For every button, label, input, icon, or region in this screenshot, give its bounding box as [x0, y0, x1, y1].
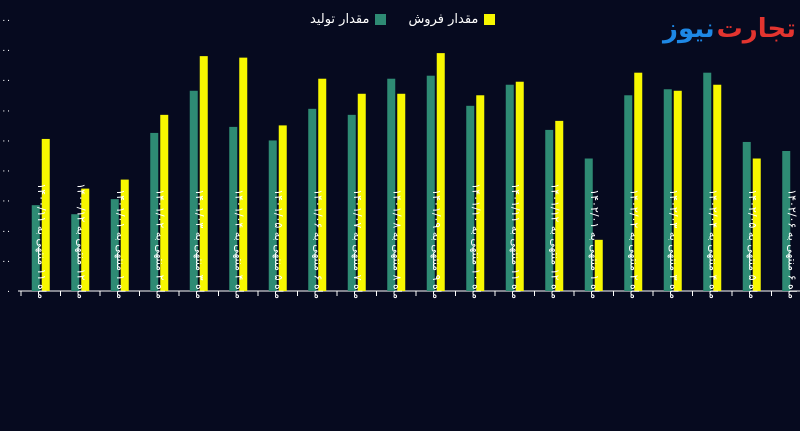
bar-sales [634, 72, 643, 291]
legend-swatch-sales [484, 14, 496, 25]
x-tick-label: ماه ۷ منتهی به ۱۴۰۱/۰۷ [351, 189, 364, 299]
bar-sales [673, 90, 682, 291]
x-tick-label: ماه ۱۱ منتهی به ۱۴۰۱/۱۱ [509, 183, 522, 299]
x-tick-label: ماه ۱۲ منتهی به ۱۴۰۱/۱۲ [548, 183, 561, 299]
bar-production [31, 205, 40, 291]
y-tick-label: ۰ [6, 287, 11, 297]
y-tick-label: ۰۰ [1, 197, 11, 207]
bar-production [584, 158, 593, 291]
bar-production [229, 126, 238, 292]
bar-production [624, 95, 633, 292]
x-tick-label: ماه ۹ منتهی به ۱۴۰۱/۰۹ [430, 189, 443, 299]
bar-sales [199, 56, 208, 292]
bar-production [505, 84, 514, 291]
logo-part-2: نیوز [662, 14, 715, 44]
bar-sales [41, 138, 50, 291]
legend-item-production: مقدار تولید [310, 12, 387, 27]
bar-sales [515, 81, 524, 291]
bar-sales [555, 120, 564, 291]
y-tick-label: ۰۰ [1, 227, 11, 237]
bar-production [150, 132, 159, 291]
bar-sales [239, 57, 248, 292]
bar-production [742, 141, 751, 291]
y-tick-label: ۰۰ [1, 136, 11, 146]
bar-sales [160, 114, 169, 291]
bar-sales [752, 158, 761, 291]
bar-production [663, 89, 672, 291]
bar-production [189, 90, 198, 291]
legend-item-sales: مقدار فروش [408, 12, 496, 27]
bar-production [782, 150, 791, 291]
bar-production [71, 214, 80, 291]
x-tick-label: ماه ۱ منتهی به ۱۴۰۲/۰۱ [588, 189, 601, 299]
bar-production [110, 199, 119, 291]
x-tick-label: ماه ۱۰ منتهی به ۱۴۰۱/۱۰ [469, 183, 482, 299]
bar-sales [81, 188, 90, 291]
x-tick-label: ماه ۱۲ منتهی به ۱۴۰۰/۱۲ [74, 183, 87, 299]
bar-production [387, 78, 396, 291]
bar-sales [436, 53, 445, 291]
x-tick-label: ماه ۱۱ منتهی به ۱۴۰۰/۱۱ [35, 183, 48, 299]
x-tick-label: ماه ۲ منتهی به ۱۴۰۱/۰۲ [153, 189, 166, 299]
bar-production [426, 75, 435, 291]
x-tick-label: ماه ۱ منتهی به ۱۴۰۱/۰۱ [114, 189, 127, 299]
bar-sales [476, 95, 485, 292]
bar-production [703, 72, 712, 291]
bar-sales [278, 125, 287, 291]
legend-swatch-production [375, 14, 387, 25]
y-tick-label: ۰۰ [1, 167, 11, 177]
chart-legend: مقدار فروش مقدار تولید [310, 12, 496, 27]
bar-sales [397, 93, 406, 292]
bar-production [466, 105, 475, 291]
x-tick-label: ماه ۶ منتهی به ۱۴۰۱/۰۶ [311, 189, 324, 299]
logo-part-1: تجارت [716, 14, 796, 44]
brand-logo: تجارت نیوز [663, 14, 796, 44]
x-tick-label: ماه ۵ منتهی به ۱۴۰۱/۰۵ [272, 189, 285, 299]
bar-sales [318, 78, 327, 291]
x-tick-label: ماه ۳ منتهی به ۱۴۰۲/۰۳ [667, 189, 680, 299]
x-tick-label: ماه ۳ منتهی به ۱۴۰۱/۰۳ [193, 189, 206, 299]
x-tick-label: ماه ۴ منتهی به ۱۴۰۱/۰۴ [232, 189, 245, 299]
x-tick-label: ماه ۵ منتهی به ۱۴۰۲/۰۵ [746, 189, 759, 299]
bar-sales [713, 84, 722, 291]
x-tick-label: ماه ۴ منتهی به ۱۴۰۲/۰۴ [706, 189, 719, 299]
y-tick-label: ۰۰ [1, 257, 11, 267]
legend-label-production: مقدار تولید [310, 12, 370, 27]
bar-production [308, 108, 317, 291]
bar-sales [120, 179, 129, 291]
y-tick-label: ۰۰ [1, 16, 11, 26]
x-tick-label: ماه ۸ منتهی به ۱۴۰۱/۰۸ [390, 189, 403, 299]
bar-sales [594, 239, 603, 291]
x-tick-label: ماه ۲ منتهی به ۱۴۰۲/۰۲ [627, 189, 640, 299]
y-tick-label: ۰۰ [1, 106, 11, 116]
bar-sales [357, 93, 366, 292]
bar-production [268, 140, 277, 291]
bar-production [545, 129, 554, 291]
y-tick-label: ۰۰ [1, 76, 11, 86]
x-tick-label: ماه ۶ منتهی به ۱۴۰۲/۰۶ [785, 189, 798, 299]
bar-production [347, 114, 356, 291]
y-tick-label: ۰۰ [1, 46, 11, 56]
legend-label-sales: مقدار فروش [408, 12, 479, 27]
